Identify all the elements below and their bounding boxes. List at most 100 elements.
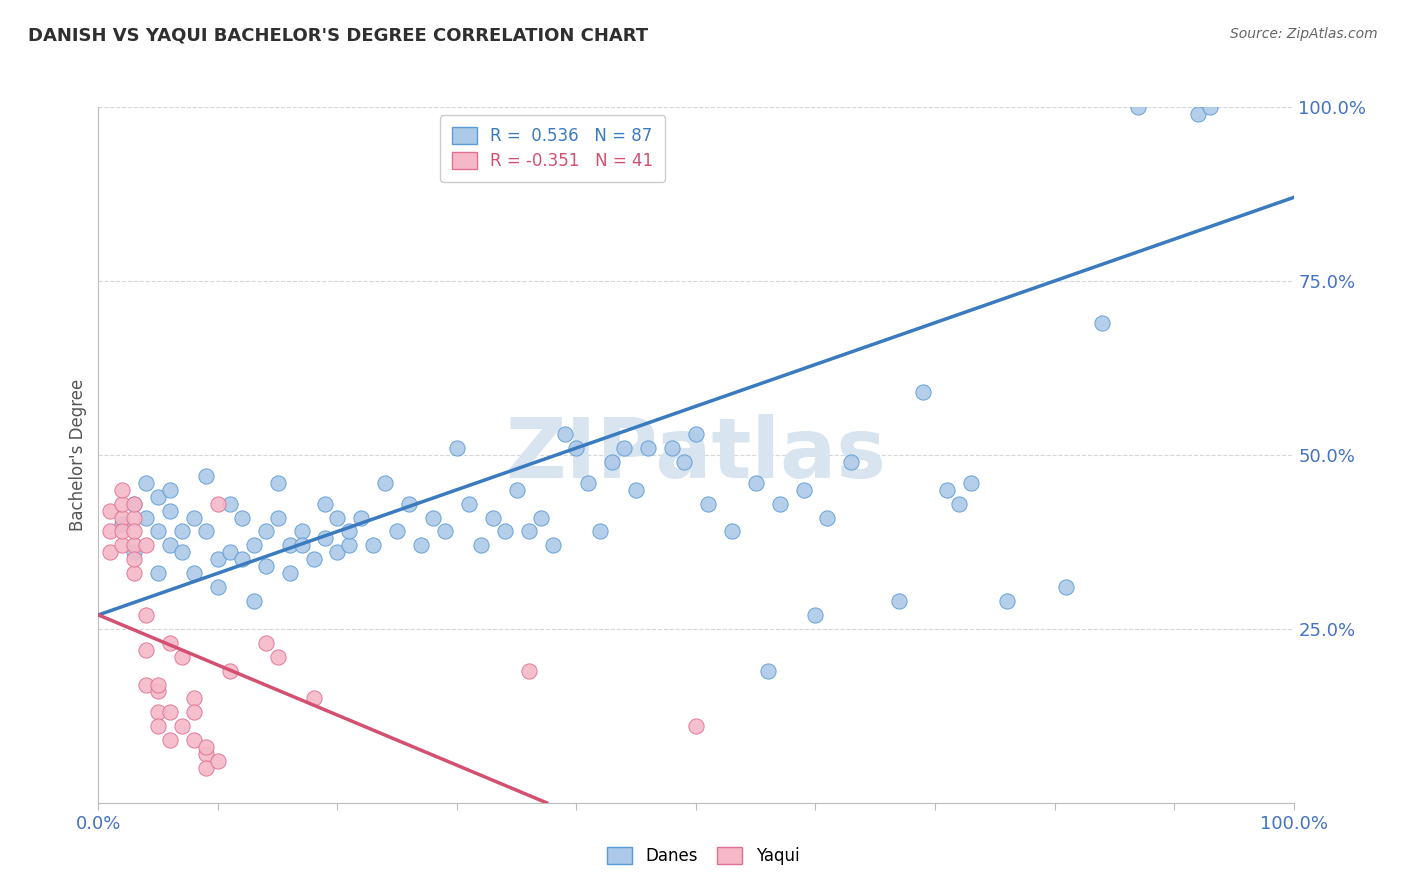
Point — [207, 552, 229, 566]
Point — [159, 706, 181, 720]
Point — [374, 475, 396, 490]
Point — [756, 664, 779, 678]
Point — [385, 524, 409, 539]
Point — [291, 538, 314, 552]
Point — [576, 475, 599, 490]
Point — [231, 552, 253, 566]
Point — [148, 490, 170, 504]
Point — [541, 538, 564, 552]
Point — [398, 497, 420, 511]
Point — [363, 538, 385, 552]
Point — [529, 510, 551, 524]
Point — [302, 552, 325, 566]
Point — [470, 538, 492, 552]
Point — [148, 566, 170, 581]
Point — [111, 483, 134, 497]
Point — [207, 754, 229, 768]
Point — [172, 524, 194, 539]
Point — [315, 497, 337, 511]
Point — [135, 538, 157, 552]
Point — [135, 510, 157, 524]
Point — [148, 677, 170, 691]
Point — [194, 747, 218, 761]
Point — [841, 455, 863, 469]
Point — [422, 510, 444, 524]
Point — [613, 441, 636, 455]
Point — [685, 427, 707, 442]
Point — [111, 517, 134, 532]
Point — [589, 524, 612, 539]
Point — [339, 538, 360, 552]
Point — [124, 524, 146, 539]
Point — [315, 532, 337, 546]
Point — [207, 580, 229, 594]
Point — [148, 719, 170, 733]
Point — [911, 385, 934, 400]
Point — [98, 545, 122, 559]
Point — [111, 524, 134, 539]
Point — [745, 475, 768, 490]
Text: DANISH VS YAQUI BACHELOR'S DEGREE CORRELATION CHART: DANISH VS YAQUI BACHELOR'S DEGREE CORREL… — [28, 27, 648, 45]
Point — [219, 497, 242, 511]
Point — [433, 524, 456, 539]
Point — [135, 475, 157, 490]
Point — [254, 524, 277, 539]
Point — [267, 510, 290, 524]
Point — [565, 441, 588, 455]
Point — [267, 649, 290, 664]
Point — [124, 497, 146, 511]
Point — [124, 545, 146, 559]
Point — [124, 497, 146, 511]
Point — [889, 594, 911, 608]
Point — [326, 510, 349, 524]
Point — [815, 510, 838, 524]
Point — [804, 607, 827, 622]
Point — [172, 545, 194, 559]
Point — [183, 733, 205, 747]
Point — [446, 441, 468, 455]
Point — [148, 706, 170, 720]
Point — [183, 510, 205, 524]
Point — [124, 510, 146, 524]
Point — [936, 483, 959, 497]
Point — [554, 427, 576, 442]
Point — [183, 706, 205, 720]
Point — [111, 497, 134, 511]
Point — [194, 761, 218, 775]
Point — [458, 497, 481, 511]
Point — [626, 483, 648, 497]
Point — [517, 524, 540, 539]
Point — [481, 510, 505, 524]
Point — [219, 664, 242, 678]
Point — [111, 538, 134, 552]
Point — [291, 524, 314, 539]
Point — [207, 497, 229, 511]
Point — [254, 636, 277, 650]
Point — [159, 636, 181, 650]
Point — [1054, 580, 1078, 594]
Point — [959, 475, 981, 490]
Point — [411, 538, 433, 552]
Point — [494, 524, 516, 539]
Point — [219, 545, 242, 559]
Point — [673, 455, 696, 469]
Point — [159, 503, 181, 517]
Point — [183, 691, 205, 706]
Legend: R =  0.536   N = 87, R = -0.351   N = 41: R = 0.536 N = 87, R = -0.351 N = 41 — [440, 115, 665, 182]
Point — [948, 497, 970, 511]
Point — [135, 607, 157, 622]
Point — [350, 510, 373, 524]
Point — [243, 538, 266, 552]
Point — [254, 559, 277, 574]
Point — [159, 483, 181, 497]
Point — [267, 475, 290, 490]
Point — [124, 538, 146, 552]
Text: Source: ZipAtlas.com: Source: ZipAtlas.com — [1230, 27, 1378, 41]
Point — [111, 510, 134, 524]
Point — [793, 483, 815, 497]
Point — [124, 552, 146, 566]
Point — [124, 566, 146, 581]
Point — [995, 594, 1018, 608]
Point — [194, 740, 218, 755]
Point — [278, 566, 301, 581]
